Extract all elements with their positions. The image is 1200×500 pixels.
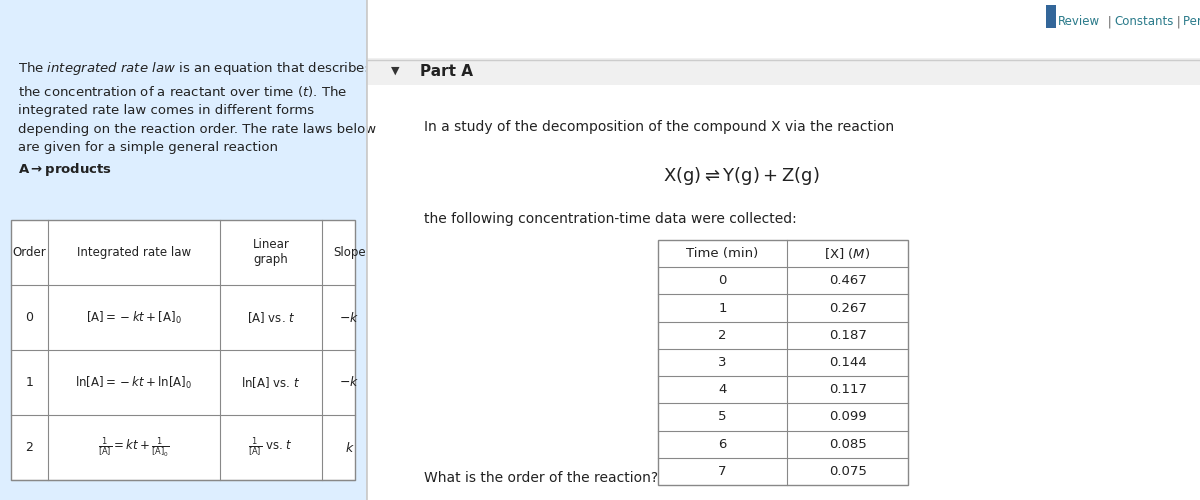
Text: What is the order of the reaction?: What is the order of the reaction?	[425, 471, 659, 485]
Text: 0: 0	[25, 311, 34, 324]
Bar	[11, 220, 355, 480]
Text: The $\it{integrated\ rate\ law}$ is an equation that describes
the concentration: The $\it{integrated\ rate\ law}$ is an e…	[18, 60, 377, 178]
Text: 0.467: 0.467	[829, 274, 866, 287]
Text: |: |	[1174, 15, 1184, 28]
Text: 6: 6	[719, 438, 727, 450]
Text: 0.144: 0.144	[829, 356, 866, 369]
Text: 0.187: 0.187	[829, 329, 866, 342]
Text: $k$: $k$	[344, 440, 354, 454]
FancyBboxPatch shape	[0, 0, 366, 500]
Text: 1: 1	[719, 302, 727, 314]
Text: Review: Review	[1058, 15, 1100, 28]
Text: 0.085: 0.085	[829, 438, 866, 450]
Text: 5: 5	[719, 410, 727, 424]
Text: 0.117: 0.117	[829, 383, 866, 396]
Text: 2: 2	[25, 441, 34, 454]
Text: $-k$: $-k$	[340, 310, 360, 324]
Text: 0.099: 0.099	[829, 410, 866, 424]
Text: 7: 7	[719, 465, 727, 478]
Text: Integrated rate law: Integrated rate law	[77, 246, 191, 259]
Text: 3: 3	[719, 356, 727, 369]
Text: 1: 1	[25, 376, 34, 389]
Text: $[\mathrm{X}]\ (M)$: $[\mathrm{X}]\ (M)$	[824, 246, 871, 261]
Text: $[\mathrm{A}]$ vs. $t$: $[\mathrm{A}]$ vs. $t$	[247, 310, 295, 325]
Text: $\ln[\mathrm{A}] = -kt + \ln[\mathrm{A}]_0$: $\ln[\mathrm{A}] = -kt + \ln[\mathrm{A}]…	[74, 374, 192, 390]
Text: 4: 4	[719, 383, 727, 396]
Text: Periodic Table: Periodic Table	[1183, 15, 1200, 28]
Text: Time (min): Time (min)	[686, 247, 758, 260]
Text: $\mathrm{X(g) \rightleftharpoons Y(g) + Z(g)}$: $\mathrm{X(g) \rightleftharpoons Y(g) + …	[662, 165, 820, 187]
Text: |: |	[1104, 15, 1116, 28]
Text: the following concentration-time data were collected:: the following concentration-time data we…	[425, 212, 797, 226]
Text: Constants: Constants	[1114, 15, 1174, 28]
Bar	[658, 240, 908, 485]
Text: Linear
graph: Linear graph	[252, 238, 289, 266]
Text: $[\mathrm{A}] = -kt + [\mathrm{A}]_0$: $[\mathrm{A}] = -kt + [\mathrm{A}]_0$	[85, 310, 181, 326]
Bar	[1045, 5, 1056, 28]
Text: In a study of the decomposition of the compound X via the reaction: In a study of the decomposition of the c…	[425, 120, 894, 134]
Text: Part A: Part A	[420, 64, 473, 78]
Text: $\frac{1}{[\mathrm{A}]}$ vs. $t$: $\frac{1}{[\mathrm{A}]}$ vs. $t$	[248, 436, 293, 459]
Text: $-k$: $-k$	[340, 376, 360, 390]
FancyBboxPatch shape	[366, 58, 1200, 85]
Text: ▼: ▼	[391, 66, 400, 76]
Text: $\frac{1}{[\mathrm{A}]} = kt + \frac{1}{[\mathrm{A}]_0}$: $\frac{1}{[\mathrm{A}]} = kt + \frac{1}{…	[97, 436, 169, 460]
Text: 0.075: 0.075	[829, 465, 866, 478]
Text: 2: 2	[719, 329, 727, 342]
Text: 0: 0	[719, 274, 727, 287]
Text: Slope: Slope	[334, 246, 366, 259]
Text: Order: Order	[12, 246, 46, 259]
Text: $\ln[\mathrm{A}]$ vs. $t$: $\ln[\mathrm{A}]$ vs. $t$	[241, 375, 300, 390]
Text: 0.267: 0.267	[829, 302, 866, 314]
